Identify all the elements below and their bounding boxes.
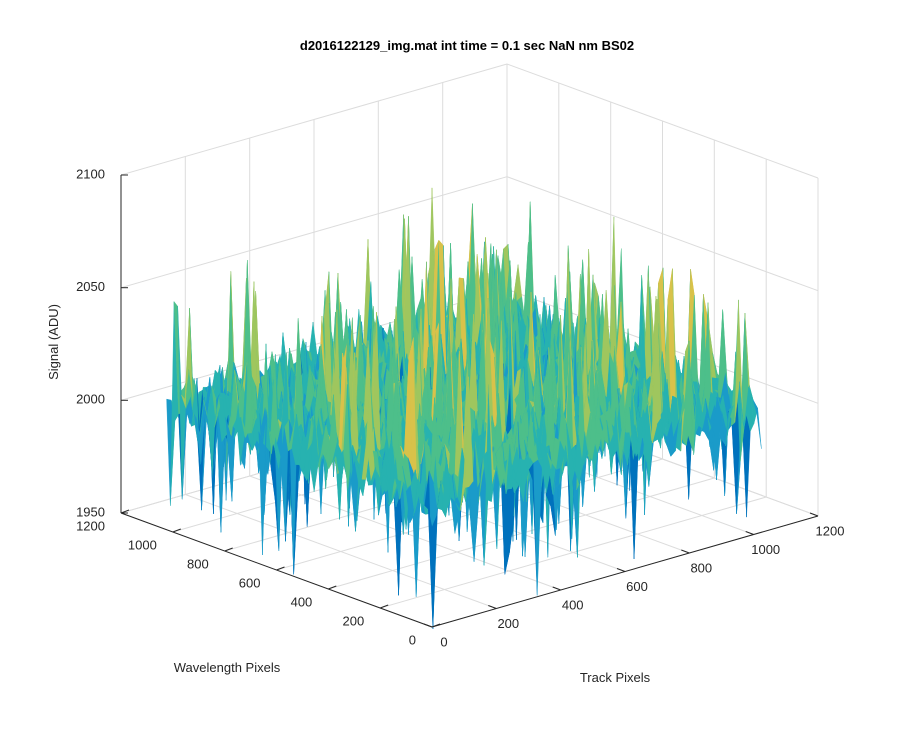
floor-grid-line bbox=[328, 477, 715, 590]
back-wall-grid-line bbox=[120, 63, 508, 176]
floor-grid-line bbox=[276, 458, 663, 571]
surface-mesh bbox=[166, 187, 762, 629]
floor-grid-line bbox=[380, 496, 767, 609]
surface-patch bbox=[513, 264, 523, 301]
back-wall-grid-line bbox=[120, 176, 508, 289]
right-wall-grid-line bbox=[506, 63, 819, 179]
right-wall-grid-line bbox=[506, 176, 819, 292]
